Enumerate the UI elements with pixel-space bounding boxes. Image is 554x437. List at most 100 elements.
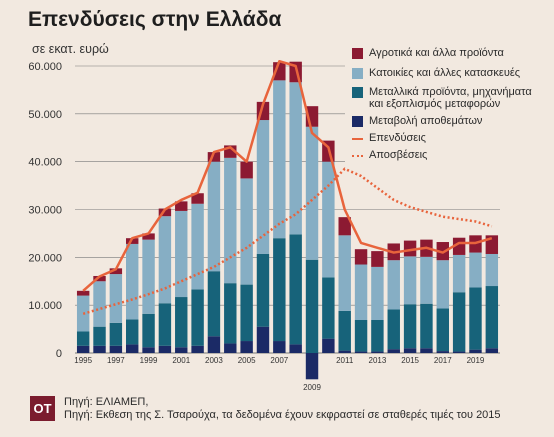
bar-segment-agri-2002 (191, 193, 204, 204)
legend-label: Κατοικίες και άλλες κατασκευές (369, 67, 521, 79)
x-tick-label: 2013 (369, 356, 387, 365)
bar-segment-housing-1999 (142, 239, 155, 314)
x-tick-label: 2019 (467, 356, 485, 365)
y-tick-label: 30.000 (28, 205, 62, 217)
legend-item-depreciation_line: Αποσβέσεις (352, 149, 427, 161)
y-tick-label: 50.000 (28, 109, 62, 121)
legend-label: Μεταβολή αποθεμάτων (369, 115, 483, 127)
bar-segment-agri-2020 (485, 235, 499, 254)
y-tick-label: 10.000 (28, 300, 62, 312)
bar-segment-inventory-2014 (387, 349, 400, 353)
legend-swatch (352, 68, 363, 79)
bar-segment-housing-2012 (354, 264, 368, 320)
bar-segment-housing-2016 (420, 256, 433, 304)
bar-segment-machinery-2006 (256, 253, 270, 327)
legend-swatch (352, 138, 363, 140)
bar-segment-agri-2001 (175, 201, 188, 211)
bar-segment-housing-2000 (158, 216, 172, 304)
bar-segment-housing-2019 (469, 252, 482, 288)
bar-segment-machinery-2009 (305, 259, 319, 353)
bar-segment-machinery-2010 (322, 277, 335, 339)
bar-segment-machinery-2015 (403, 304, 417, 349)
legend-item-inventory: Μεταβολή αποθεμάτων (352, 115, 482, 127)
bar-segment-housing-2007 (273, 80, 286, 239)
bar-segment-agri-2000 (158, 208, 172, 217)
x-tick-label: 1997 (107, 356, 125, 365)
legend-swatch (352, 87, 363, 98)
bar-segment-housing-2006 (256, 120, 270, 254)
bar-segment-housing-1998 (126, 243, 139, 320)
bar-segment-inventory-2010 (322, 338, 335, 353)
bar-segment-machinery-2020 (485, 286, 499, 349)
bar-segment-housing-2014 (387, 260, 400, 310)
bar-segment-inventory-2006 (256, 326, 270, 353)
bar-segment-machinery-2003 (207, 271, 221, 337)
bar-segment-inventory-2003 (207, 336, 221, 353)
bar-segment-housing-2005 (240, 178, 253, 285)
bar-segment-housing-2004 (224, 157, 237, 284)
x-tick-label: 2007 (270, 356, 288, 365)
bar-segment-inventory-2013 (371, 351, 384, 353)
bar-segment-machinery-1995 (76, 331, 90, 346)
bar-segment-housing-2008 (289, 82, 302, 235)
bar-segment-housing-2017 (436, 260, 449, 309)
legend-swatch (352, 116, 363, 127)
x-tick-label: 2017 (434, 356, 452, 365)
bar-segment-machinery-2008 (289, 234, 302, 345)
x-tick-label: 1999 (140, 356, 158, 365)
bar-segment-agri-1996 (93, 275, 106, 282)
bar-segment-inventory-2016 (420, 348, 433, 353)
legend-swatch (352, 155, 363, 157)
bar-segment-housing-2015 (403, 256, 417, 305)
bar-segment-agri-2003 (207, 152, 221, 162)
x-tick-label: 2003 (205, 356, 223, 365)
investment-line (82, 59, 493, 292)
bar-segment-inventory-2018 (452, 351, 466, 353)
bar-segment-inventory-1998 (126, 344, 139, 353)
bar-segment-machinery-2013 (371, 319, 384, 352)
x-tick-label: 2005 (238, 356, 256, 365)
bar-segment-housing-1996 (93, 281, 106, 327)
bar-segment-machinery-2016 (420, 303, 433, 349)
legend-swatch (352, 48, 363, 59)
y-unit-label: σε εκατ. ευρώ (32, 42, 109, 56)
y-tick-label: 0 (56, 348, 62, 360)
legend-label: Επενδύσεις (369, 132, 426, 144)
bar-segment-inventory-2015 (403, 348, 417, 353)
bar-segment-inventory-1996 (93, 345, 106, 353)
legend-item-housing: Κατοικίες και άλλες κατασκευές (352, 67, 520, 79)
legend-label: Αγροτικά και άλλα προϊόντα (369, 47, 504, 59)
bar-segment-housing-2002 (191, 203, 204, 290)
bar-segment-inventory-1995 (76, 345, 90, 353)
bar-segment-housing-1997 (109, 274, 123, 323)
legend-label: Μεταλλικά προϊόντα, μηχανήματα και εξοπλ… (369, 86, 532, 110)
bar-segment-agri-2005 (240, 161, 253, 179)
bar-segment-inventory-1999 (142, 347, 155, 353)
bar-segment-housing-2013 (371, 266, 384, 320)
bar-segment-inventory-2004 (224, 343, 237, 353)
bar-segment-machinery-1996 (93, 326, 106, 346)
bar-segment-agri-2011 (338, 217, 351, 236)
x-tick-label: 2015 (401, 356, 419, 365)
source-line-1: Πηγή: ΕΛΙΑΜΕΠ, (64, 396, 149, 408)
bar-segment-machinery-2001 (175, 297, 188, 348)
bar-segment-agri-2015 (403, 240, 417, 257)
bar-segment-inventory-2005 (240, 341, 253, 353)
source-line-2: Πηγή: Εκθεση της Σ. Τσαρούχα, τα δεδομέν… (64, 409, 501, 421)
chart-title: Επενδύσεις στην Ελλάδα (28, 8, 282, 31)
bar-segment-machinery-1998 (126, 319, 139, 345)
bar-segment-machinery-2007 (273, 238, 286, 342)
bar-segment-machinery-2004 (224, 283, 237, 344)
y-tick-label: 60.000 (28, 61, 62, 73)
bar-segment-inventory-2017 (436, 351, 449, 353)
y-tick-label: 40.000 (28, 157, 62, 169)
x-tick-label: 2009 (303, 383, 321, 392)
bar-segment-inventory-2009 (305, 353, 319, 380)
bar-segment-machinery-2017 (436, 308, 449, 352)
bar-segment-agri-1999 (142, 233, 155, 240)
bar-segment-inventory-2019 (469, 349, 482, 353)
bar-segment-machinery-2014 (387, 309, 400, 350)
x-tick-label: 2011 (336, 356, 354, 365)
x-tick-label: 2001 (172, 356, 190, 365)
